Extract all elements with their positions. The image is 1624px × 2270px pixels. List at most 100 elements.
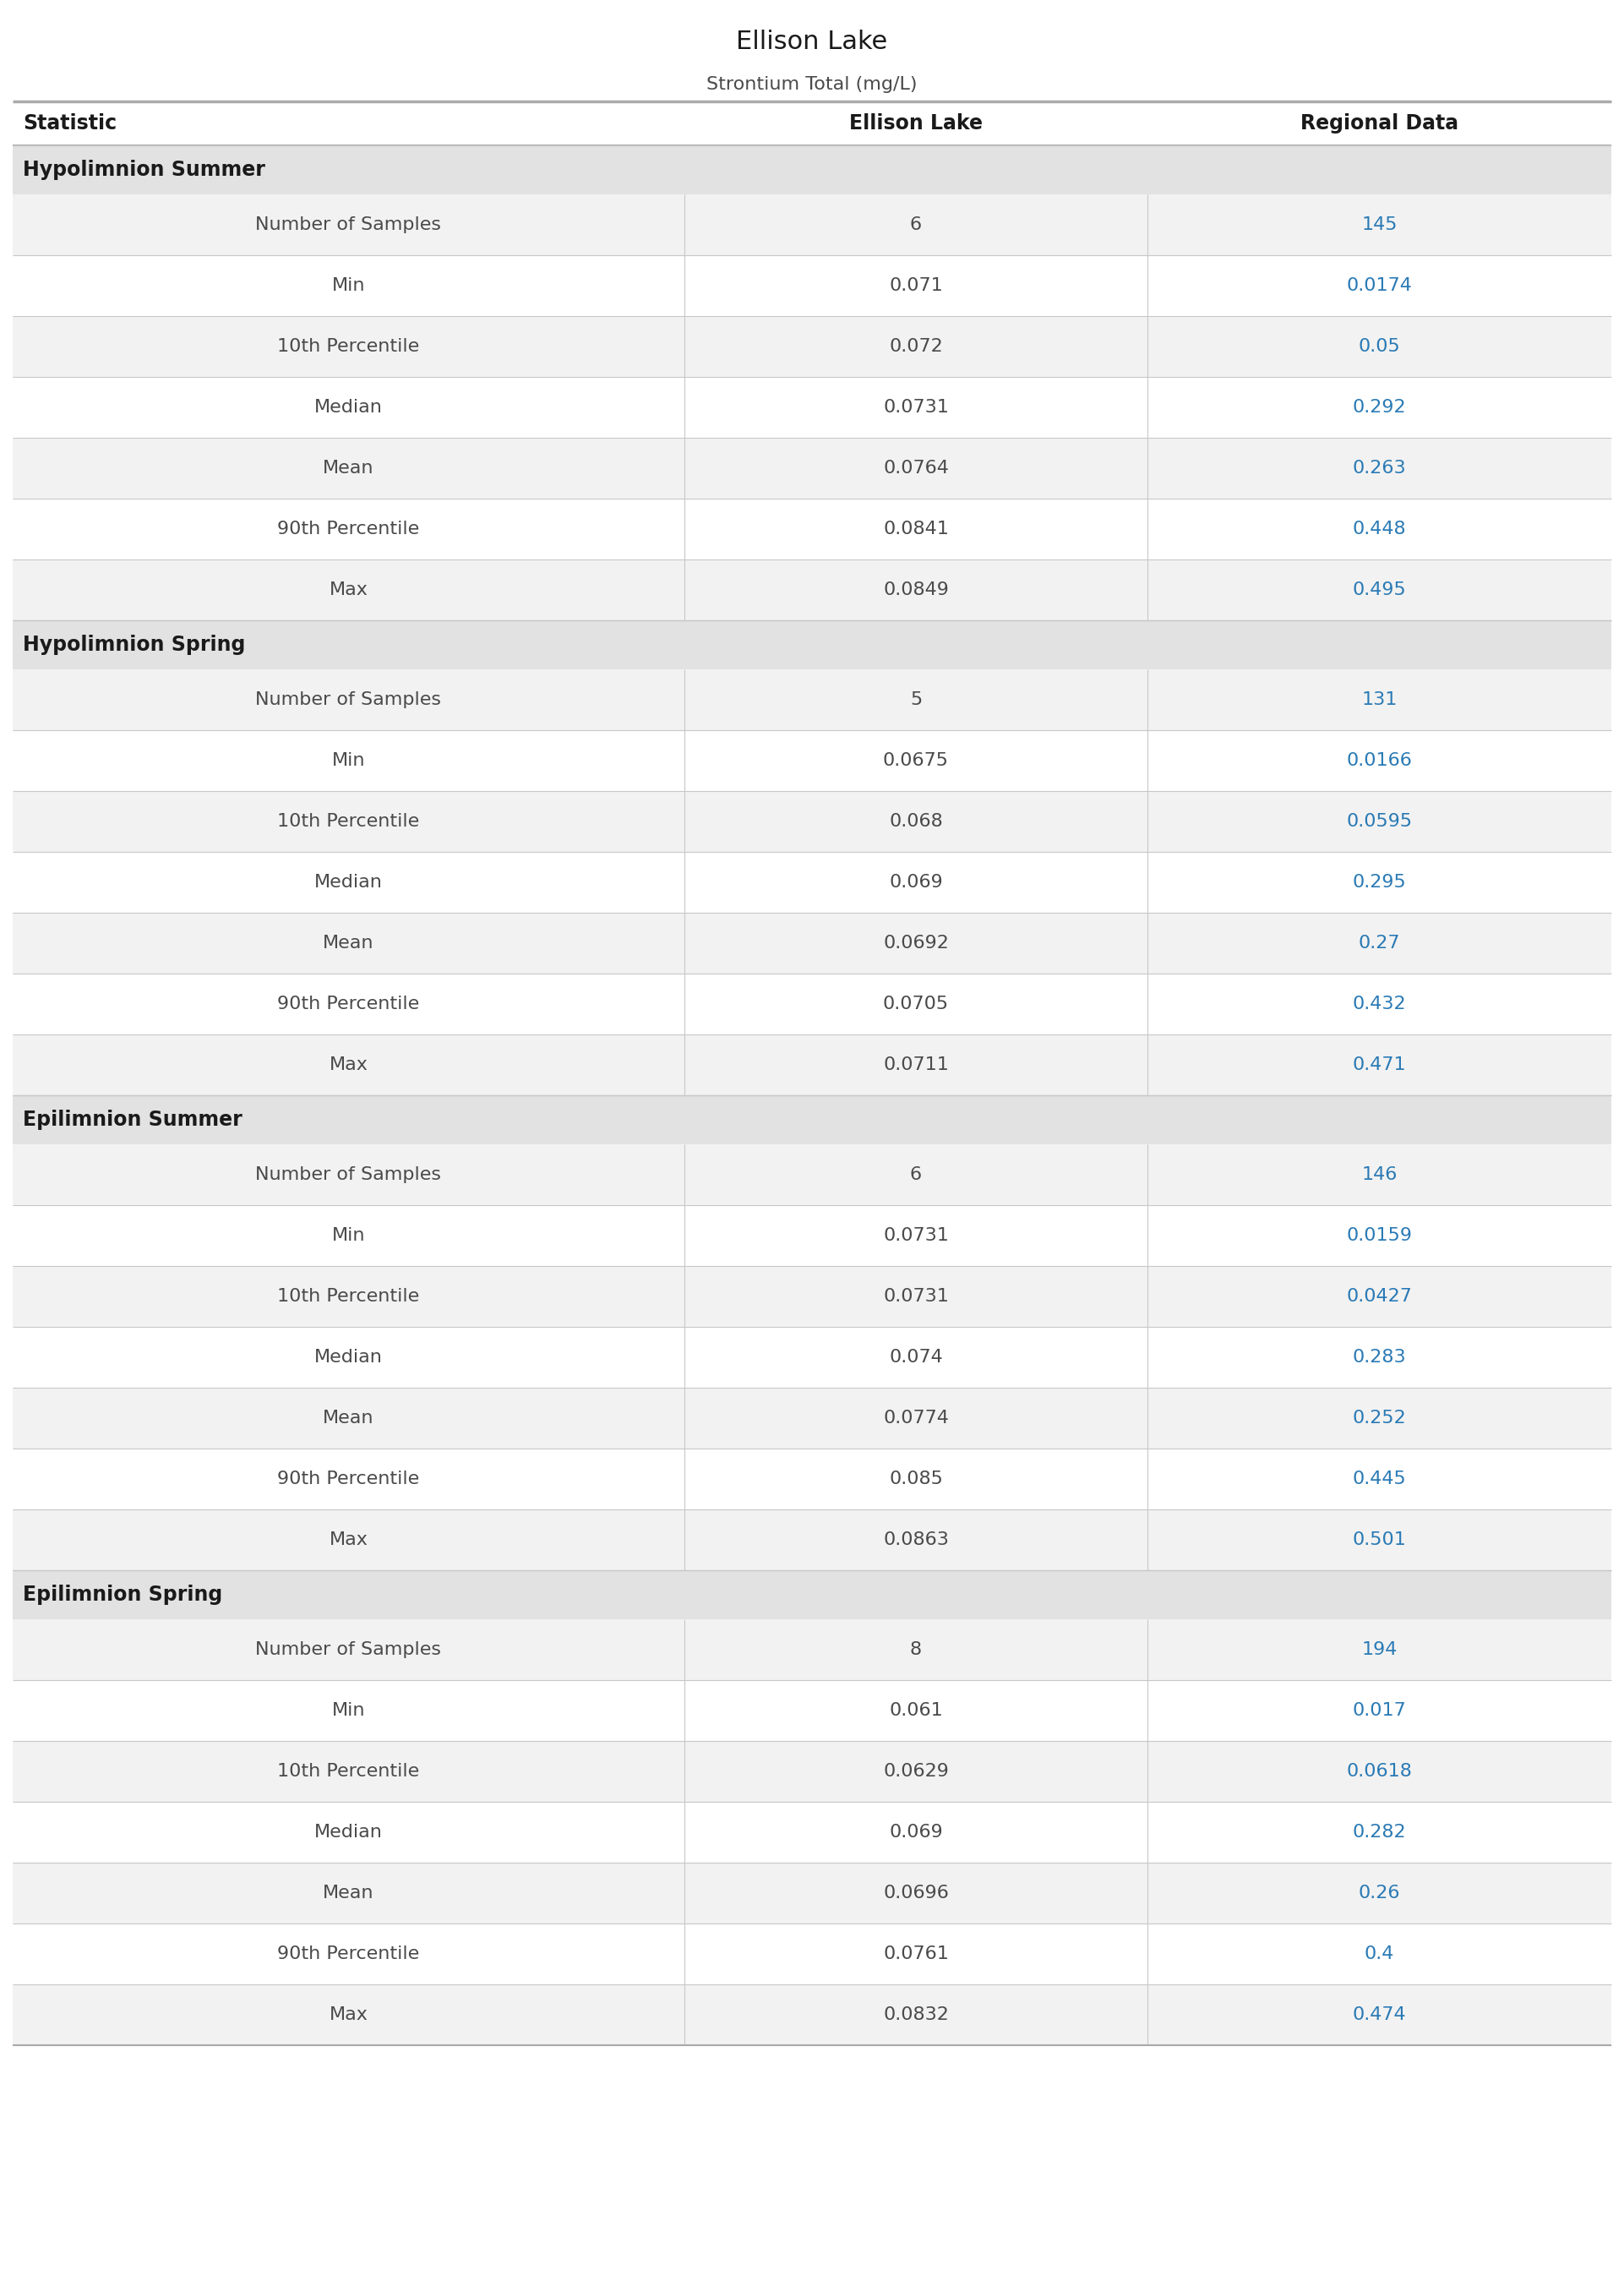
Text: Hypolimnion Summer: Hypolimnion Summer (23, 159, 265, 179)
Text: 0.069: 0.069 (888, 874, 944, 890)
Bar (13, 558, 1611, 620)
Bar (13, 1923, 1611, 1984)
Text: 0.061: 0.061 (888, 1702, 944, 1718)
Text: 0.0849: 0.0849 (883, 581, 948, 599)
Bar (13, 377, 1611, 438)
Bar (13, 1448, 1611, 1510)
Text: 0.0692: 0.0692 (883, 935, 948, 951)
Text: 8: 8 (909, 1641, 922, 1657)
Text: 0.068: 0.068 (888, 813, 944, 831)
Bar (13, 102, 1611, 145)
Text: 146: 146 (1361, 1167, 1397, 1183)
Text: Epilimnion Spring: Epilimnion Spring (23, 1584, 222, 1605)
Bar (13, 1205, 1611, 1267)
Bar (13, 790, 1611, 851)
Text: 5: 5 (909, 692, 922, 708)
Bar (13, 316, 1611, 377)
Text: 0.0731: 0.0731 (883, 400, 948, 415)
Text: 0.069: 0.069 (888, 1823, 944, 1841)
Bar (13, 670, 1611, 731)
Text: Mean: Mean (323, 935, 374, 951)
Bar (13, 1387, 1611, 1448)
Text: 0.474: 0.474 (1353, 2007, 1406, 2023)
Text: 0.252: 0.252 (1353, 1410, 1406, 1426)
Bar (13, 1096, 1611, 1144)
Text: 10th Percentile: 10th Percentile (278, 813, 419, 831)
Text: 0.292: 0.292 (1353, 400, 1406, 415)
Bar (13, 1144, 1611, 1205)
Text: 0.0618: 0.0618 (1346, 1764, 1413, 1780)
Text: 0.0761: 0.0761 (883, 1945, 948, 1961)
Text: Epilimnion Summer: Epilimnion Summer (23, 1110, 242, 1130)
Bar (13, 731, 1611, 790)
Text: 0.0711: 0.0711 (883, 1056, 948, 1074)
Text: 0.0731: 0.0731 (883, 1228, 948, 1244)
Text: 0.432: 0.432 (1353, 997, 1406, 1012)
Bar (13, 913, 1611, 974)
Text: 0.295: 0.295 (1353, 874, 1406, 890)
Bar (13, 1267, 1611, 1328)
Text: 0.0159: 0.0159 (1346, 1228, 1413, 1244)
Bar (13, 1619, 1611, 1680)
Text: Max: Max (330, 2007, 367, 2023)
Text: Ellison Lake: Ellison Lake (849, 114, 983, 134)
Text: Median: Median (313, 1348, 383, 1367)
Text: Number of Samples: Number of Samples (255, 216, 442, 234)
Bar (13, 1571, 1611, 1619)
Text: 0.0863: 0.0863 (883, 1532, 948, 1548)
Text: 90th Percentile: 90th Percentile (278, 997, 419, 1012)
Text: 0.283: 0.283 (1353, 1348, 1406, 1367)
Text: Number of Samples: Number of Samples (255, 1641, 442, 1657)
Text: 0.017: 0.017 (1353, 1702, 1406, 1718)
Bar (13, 974, 1611, 1035)
Text: 0.085: 0.085 (888, 1471, 944, 1487)
Text: 10th Percentile: 10th Percentile (278, 1764, 419, 1780)
Text: 0.471: 0.471 (1353, 1056, 1406, 1074)
Text: 0.0427: 0.0427 (1346, 1287, 1413, 1305)
Text: Mean: Mean (323, 1410, 374, 1426)
Text: 0.05: 0.05 (1359, 338, 1400, 354)
Text: 0.0166: 0.0166 (1346, 751, 1413, 770)
Text: 0.0595: 0.0595 (1346, 813, 1413, 831)
Text: Max: Max (330, 1056, 367, 1074)
Text: 0.0764: 0.0764 (883, 461, 948, 477)
Bar (13, 851, 1611, 913)
Bar (13, 1035, 1611, 1096)
Text: Ellison Lake: Ellison Lake (736, 30, 888, 54)
Bar (13, 620, 1611, 670)
Text: 145: 145 (1361, 216, 1398, 234)
Text: 0.445: 0.445 (1353, 1471, 1406, 1487)
Bar (13, 499, 1611, 558)
Bar (13, 195, 1611, 254)
Text: Min: Min (331, 751, 365, 770)
Text: 0.0731: 0.0731 (883, 1287, 948, 1305)
Text: 0.495: 0.495 (1353, 581, 1406, 599)
Text: Strontium Total (mg/L): Strontium Total (mg/L) (706, 77, 918, 93)
Text: 0.0841: 0.0841 (883, 520, 948, 538)
Text: 10th Percentile: 10th Percentile (278, 1287, 419, 1305)
Text: 0.0675: 0.0675 (883, 751, 948, 770)
Text: 0.0629: 0.0629 (883, 1764, 948, 1780)
Text: 6: 6 (909, 216, 922, 234)
Text: 90th Percentile: 90th Percentile (278, 520, 419, 538)
Text: 0.074: 0.074 (888, 1348, 944, 1367)
Text: 0.27: 0.27 (1359, 935, 1400, 951)
Bar (13, 145, 1611, 195)
Text: 90th Percentile: 90th Percentile (278, 1945, 419, 1961)
Text: 194: 194 (1361, 1641, 1397, 1657)
Text: Statistic: Statistic (23, 114, 117, 134)
Bar (13, 1984, 1611, 2045)
Text: Number of Samples: Number of Samples (255, 692, 442, 708)
Text: 0.0705: 0.0705 (883, 997, 948, 1012)
Bar (13, 1741, 1611, 1802)
Text: 0.0774: 0.0774 (883, 1410, 948, 1426)
Text: 10th Percentile: 10th Percentile (278, 338, 419, 354)
Text: 0.071: 0.071 (888, 277, 944, 295)
Text: Number of Samples: Number of Samples (255, 1167, 442, 1183)
Text: Max: Max (330, 1532, 367, 1548)
Bar (13, 254, 1611, 316)
Bar (13, 1328, 1611, 1387)
Text: 0.501: 0.501 (1353, 1532, 1406, 1548)
Text: 131: 131 (1361, 692, 1397, 708)
Text: 90th Percentile: 90th Percentile (278, 1471, 419, 1487)
